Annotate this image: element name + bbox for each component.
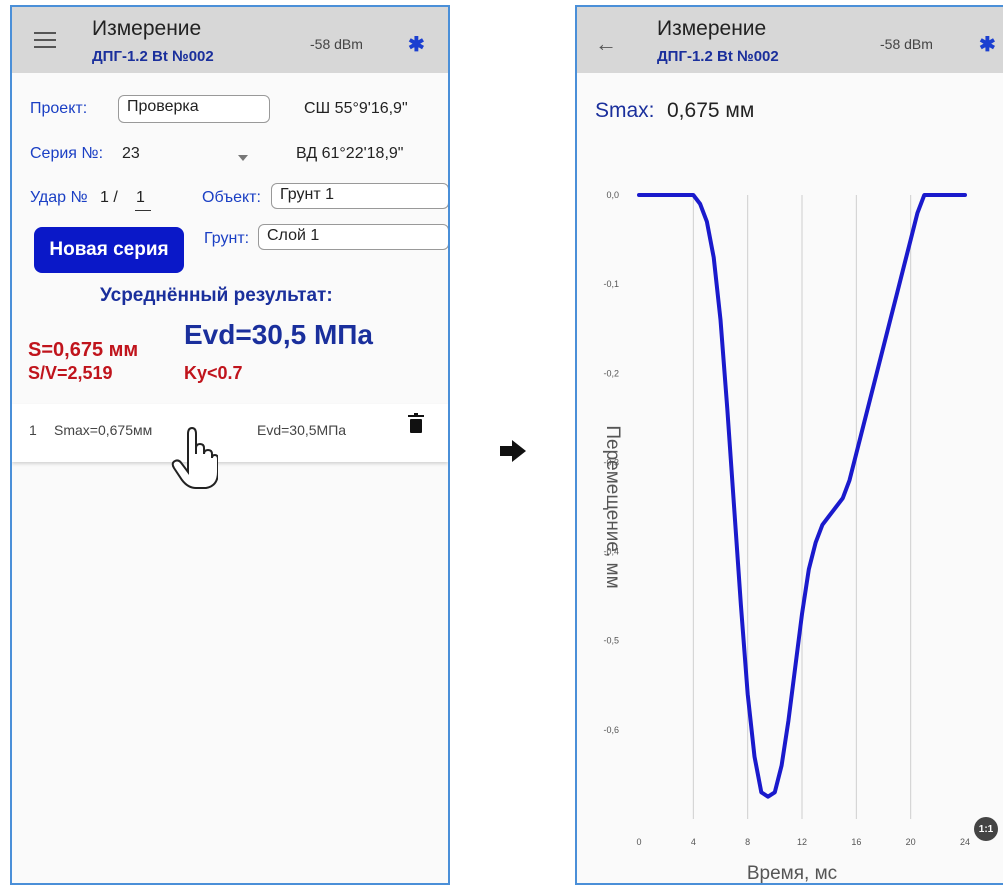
data-point (773, 790, 777, 794)
chart-screen: ← Измерение ДПГ-1.2 Bt №002 -58 dBm ✱ Sm… (575, 5, 1003, 885)
impact-field[interactable]: 1 (136, 189, 145, 206)
data-point (698, 202, 702, 206)
data-point (800, 612, 804, 616)
soil-field[interactable]: Слой 1 (258, 224, 448, 250)
data-point (793, 665, 797, 669)
list-item[interactable]: 1 Smax=0,675мм Evd=30,5МПа (12, 404, 448, 462)
data-point (814, 541, 818, 545)
data-point (854, 452, 858, 456)
arrow-right-icon (500, 440, 526, 462)
trash-icon[interactable] (408, 413, 424, 433)
data-point (909, 238, 913, 242)
impact-label: Удар № (30, 189, 88, 206)
back-arrow-icon[interactable]: ← (595, 31, 617, 56)
longitude: ВД 61°22'18,9" (296, 145, 404, 162)
data-point (915, 211, 919, 215)
new-series-button[interactable]: Новая серия (34, 227, 184, 273)
x-tick-label: 8 (745, 837, 750, 847)
data-point (732, 505, 736, 509)
data-point (868, 398, 872, 402)
data-point (691, 193, 695, 197)
latitude: СШ 55°9'16,9" (304, 100, 408, 117)
data-point (902, 264, 906, 268)
data-point (882, 345, 885, 349)
x-tick-label: 4 (691, 837, 696, 847)
impact-underline (135, 210, 151, 211)
data-point (834, 505, 838, 509)
menu-icon[interactable] (34, 32, 56, 48)
data-point (841, 496, 845, 500)
device-name: ДПГ-1.2 Bt №002 (657, 48, 779, 65)
data-point (705, 220, 709, 224)
result-ky: Ky<0.7 (184, 363, 243, 383)
y-tick-label: -0,1 (603, 279, 619, 289)
smax-label: Smax: (595, 99, 655, 122)
list-item-smax: Smax=0,675мм (54, 422, 153, 438)
object-field[interactable]: Грунт 1 (271, 183, 448, 209)
x-tick-label: 0 (636, 837, 641, 847)
smax-value: 0,675 мм (667, 99, 755, 122)
x-tick-label: 24 (960, 837, 970, 847)
y-tick-label: -0,6 (603, 725, 619, 735)
result-evd: Evd=30,5 МПа (184, 319, 373, 350)
data-point (888, 318, 892, 322)
data-point (922, 193, 926, 197)
pointing-hand-icon (171, 426, 218, 489)
data-point (739, 603, 743, 607)
result-s: S=0,675 мм (28, 339, 139, 361)
data-point (895, 291, 899, 295)
result-heading: Усреднённый результат: (100, 285, 333, 306)
x-axis-label: Время, мс (747, 863, 837, 884)
data-point (725, 407, 729, 411)
data-point (766, 795, 770, 799)
data-point (719, 318, 722, 322)
device-name: ДПГ-1.2 Bt №002 (92, 48, 214, 65)
data-point (759, 790, 763, 794)
bluetooth-icon[interactable]: ✱ (979, 34, 996, 56)
bluetooth-icon[interactable]: ✱ (408, 34, 425, 56)
data-point (712, 255, 716, 259)
series-label: Серия №: (30, 145, 104, 162)
y-tick-label: 0,0 (606, 190, 619, 200)
y-tick-label: -0,5 (603, 636, 619, 646)
list-item-index: 1 (29, 422, 37, 438)
data-point (820, 523, 824, 527)
data-point (786, 719, 790, 723)
signal-strength: -58 dBm (310, 36, 363, 52)
soil-label: Грунт: (204, 230, 250, 247)
series-select[interactable]: 23 (122, 145, 140, 162)
list-item-evd: Evd=30,5МПа (257, 422, 347, 438)
chevron-down-icon[interactable] (238, 155, 248, 161)
y-tick-label: -0,4 (603, 547, 619, 557)
data-point (746, 692, 750, 696)
data-point (752, 755, 756, 759)
data-point (875, 371, 879, 375)
app-bar: ← Измерение ДПГ-1.2 Bt №002 -58 dBm ✱ (577, 7, 1003, 73)
x-tick-label: 12 (797, 837, 807, 847)
data-point (848, 478, 852, 482)
app-bar: Измерение ДПГ-1.2 Bt №002 -58 dBm ✱ (12, 7, 448, 73)
x-tick-label: 16 (851, 837, 861, 847)
measurement-screen: Измерение ДПГ-1.2 Bt №002 -58 dBm ✱ Прое… (10, 5, 450, 885)
data-point (780, 764, 784, 768)
project-field[interactable]: Проверка (118, 95, 270, 123)
object-label: Объект: (202, 189, 261, 206)
data-point (827, 514, 831, 518)
impact-count: 1 / (100, 189, 118, 206)
data-point (807, 567, 811, 571)
signal-strength: -58 dBm (880, 36, 933, 52)
project-label: Проект: (30, 100, 88, 117)
y-axis-label: Перемещение, мм (602, 425, 623, 588)
data-point (963, 193, 967, 197)
data-point (861, 425, 865, 429)
y-tick-label: -0,3 (603, 457, 619, 467)
zoom-reset-icon[interactable]: 1:1 (974, 817, 998, 841)
y-tick-label: -0,2 (603, 368, 619, 378)
result-sv: S/V=2,519 (28, 363, 113, 383)
screen-title: Измерение (92, 17, 202, 40)
x-tick-label: 20 (906, 837, 916, 847)
screen-title: Измерение (657, 17, 767, 40)
displacement-chart: 0 4 8 12 16 20 24 0,0 -0,1 -0,2 -0,3 -0,4 -0,5 -0,6 Вр… (602, 190, 970, 884)
data-point (637, 193, 641, 197)
